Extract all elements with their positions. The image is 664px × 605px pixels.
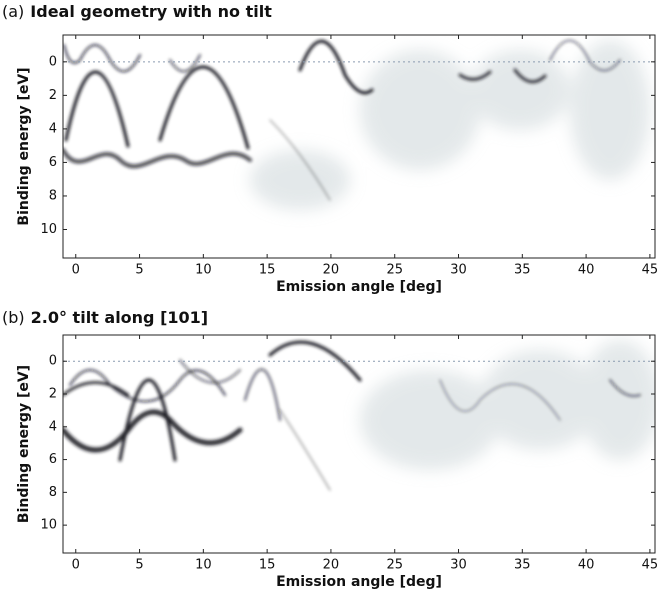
y-tick-label: 10: [40, 222, 57, 237]
y-tick-label: 6: [49, 155, 57, 170]
y-tick-label: 0: [49, 354, 57, 369]
x-tick-label: 20: [323, 263, 340, 278]
x-tick-label: 45: [642, 263, 659, 278]
y-tick-label: 6: [49, 452, 57, 467]
title: 2.0° tilt along [101]: [31, 308, 208, 327]
x-tick-label: 30: [450, 263, 467, 278]
y-tick-label: 2: [49, 88, 57, 103]
y-tick-label: 8: [49, 188, 57, 203]
x-tick-label: 45: [642, 558, 659, 573]
x-tick-label: 35: [514, 558, 531, 573]
y-tick-label: 0: [49, 54, 57, 69]
intensity-map: [63, 340, 655, 491]
x-tick-label: 40: [578, 558, 595, 573]
x-tick-label: 0: [72, 263, 80, 278]
panel-label: (a): [2, 2, 24, 21]
x-tick-label: 20: [323, 558, 340, 573]
plot-frame: [62, 334, 656, 554]
x-tick-label: 15: [259, 558, 276, 573]
panel-title: (a) Ideal geometry with no tilt: [2, 2, 272, 21]
y-tick-label: 8: [49, 485, 57, 500]
y-tick-label: 2: [49, 387, 57, 402]
y-axis-label: Binding energy [eV]: [16, 67, 32, 225]
y-tick-label: 10: [40, 518, 57, 533]
y-axis-label: Binding energy [eV]: [16, 365, 32, 523]
x-tick-label: 25: [386, 558, 403, 573]
x-tick-label: 40: [578, 263, 595, 278]
plot-frame: [62, 34, 656, 259]
y-tick-label: 4: [49, 121, 57, 136]
panel-title: (b) 2.0° tilt along [101]: [2, 308, 208, 327]
x-axis-label: Emission angle [deg]: [276, 574, 442, 590]
x-tick-label: 30: [450, 558, 467, 573]
x-tick-label: 5: [135, 263, 143, 278]
y-tick-label: 4: [49, 419, 57, 434]
x-tick-label: 10: [195, 558, 212, 573]
x-tick-label: 0: [72, 558, 80, 573]
x-tick-label: 15: [259, 263, 276, 278]
panel-label: (b): [2, 308, 25, 327]
x-axis-label: Emission angle [deg]: [276, 279, 442, 295]
title: Ideal geometry with no tilt: [30, 2, 272, 21]
x-tick-label: 10: [195, 263, 212, 278]
x-tick-label: 5: [135, 558, 143, 573]
x-tick-label: 25: [386, 263, 403, 278]
intensity-map: [63, 39, 650, 210]
x-tick-label: 35: [514, 263, 531, 278]
